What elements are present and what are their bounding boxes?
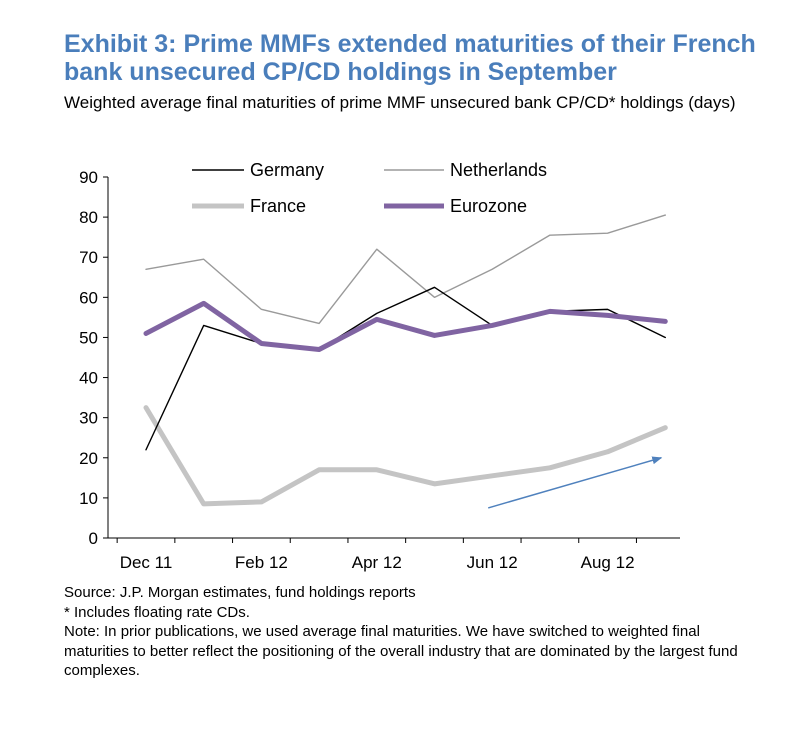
chart-subtitle: Weighted average final maturities of pri…: [64, 93, 736, 112]
y-tick-label: 20: [79, 449, 98, 468]
y-tick-label: 90: [79, 168, 98, 187]
series-line-france: [143, 405, 668, 507]
y-tick-label: 80: [79, 208, 98, 227]
y-tick-label: 30: [79, 409, 98, 428]
methodology-note: Note: In prior publications, we used ave…: [64, 623, 738, 679]
trend-arrow: [487, 456, 663, 509]
y-tick-label: 60: [79, 288, 98, 307]
x-tick-label: Apr 12: [352, 553, 402, 572]
series-line-netherlands: [145, 214, 666, 325]
x-tick-label: Jun 12: [467, 553, 518, 572]
legend-label-france: France: [250, 196, 306, 216]
footnote: * Includes floating rate CDs.: [64, 603, 250, 621]
y-tick-label: 70: [79, 248, 98, 267]
legend-label-eurozone: Eurozone: [450, 196, 527, 216]
y-tick-label: 50: [79, 328, 98, 347]
y-tick-label: 40: [79, 369, 98, 388]
series-line-germany: [145, 286, 666, 451]
y-tick-label: 0: [89, 529, 98, 548]
x-tick-label: Aug 12: [581, 553, 635, 572]
source-note: Source: J.P. Morgan estimates, fund hold…: [64, 584, 416, 601]
series-line-eurozone: [143, 300, 668, 352]
chart-notes: Source: J.P. Morgan estimates, fund hold…: [64, 583, 764, 681]
x-tick-label: Feb 12: [235, 553, 288, 572]
x-tick-label: Dec 11: [120, 553, 173, 572]
legend-label-germany: Germany: [250, 160, 324, 180]
y-tick-label: 10: [79, 489, 98, 508]
legend-label-netherlands: Netherlands: [450, 160, 547, 180]
chart-title: Exhibit 3: Prime MMFs extended maturitie…: [64, 30, 756, 86]
